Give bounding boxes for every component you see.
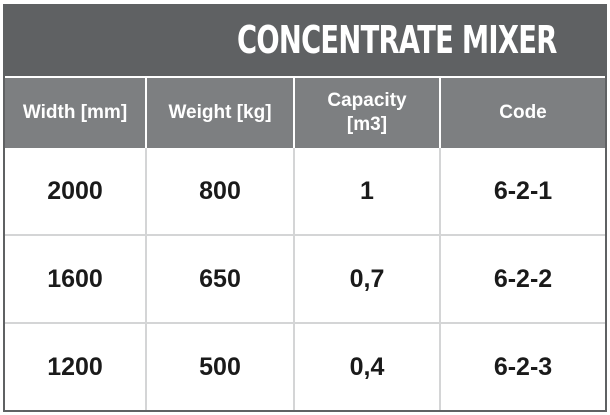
cell-code: 6-2-3 <box>493 352 553 381</box>
table-row: 2000 800 1 6-2-1 <box>5 148 605 236</box>
cell-weight: 500 <box>147 324 295 410</box>
column-header-weight: Weight [kg] <box>147 78 295 148</box>
table-title: CONCENTRATE MIXER <box>237 18 557 62</box>
table-row: 1200 500 0,4 6-2-3 <box>5 324 605 410</box>
spec-table: CONCENTRATE MIXER Width [mm] Weight [kg]… <box>3 4 607 412</box>
column-header-capacity: Capacity [m3] <box>295 78 441 148</box>
cell-weight: 800 <box>147 148 295 234</box>
cell-weight: 650 <box>147 236 295 322</box>
cell-code: 6-2-2 <box>493 264 553 293</box>
title-bar: CONCENTRATE MIXER <box>5 6 605 76</box>
cell-width: 2000 <box>5 148 147 234</box>
column-header-code: Code <box>499 102 547 123</box>
cell-width: 1600 <box>5 236 147 322</box>
cell-capacity: 1 <box>295 148 441 234</box>
cell-code: 6-2-1 <box>493 176 553 205</box>
cell-capacity: 0,7 <box>295 236 441 322</box>
column-header-width: Width [mm] <box>5 78 147 148</box>
table-row: 1600 650 0,7 6-2-2 <box>5 236 605 324</box>
header-row: Width [mm] Weight [kg] Capacity [m3] Cod… <box>5 76 605 148</box>
cell-width: 1200 <box>5 324 147 410</box>
cell-capacity: 0,4 <box>295 324 441 410</box>
table-body: 2000 800 1 6-2-1 1600 650 0,7 6-2-2 1200… <box>5 148 605 410</box>
